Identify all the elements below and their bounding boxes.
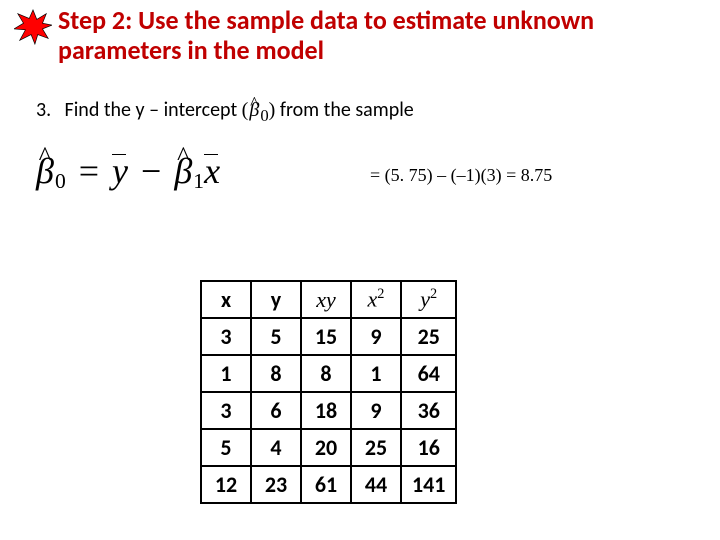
beta0-calculation: = (5. 75) – (–1)(3) = 8.75 [370,165,552,186]
col-y2-header: y2 [401,281,456,318]
table-row: 1 8 8 1 64 [201,355,456,392]
table-row: 3 5 15 9 25 [201,318,456,355]
col-xy-header: xy [301,281,351,318]
step-3-item: 3. Find the y – intercept (^β0) from the… [36,98,414,126]
beta0-formula: ^β0 = y − ^β1x [36,150,220,194]
data-table: x y xy x2 y2 3 5 15 9 25 1 8 8 1 64 3 6 … [200,280,457,504]
star-icon [14,8,52,46]
col-x2-header: x2 [351,281,401,318]
slide-title: Step 2: Use the sample data to estimate … [58,6,658,66]
col-x-header: x [201,281,251,318]
table-row: 3 6 18 9 36 [201,392,456,429]
col-y-header: y [251,281,301,318]
step-text-suffix: from the sample [280,98,414,122]
table-totals-row: 12 23 61 44 141 [201,466,456,503]
table-header-row: x y xy x2 y2 [201,281,456,318]
beta0-inline: (^β0) [242,99,276,121]
step-text-prefix: Find the y – intercept [65,98,242,122]
step-number: 3. [36,98,60,122]
table-row: 5 4 20 25 16 [201,429,456,466]
